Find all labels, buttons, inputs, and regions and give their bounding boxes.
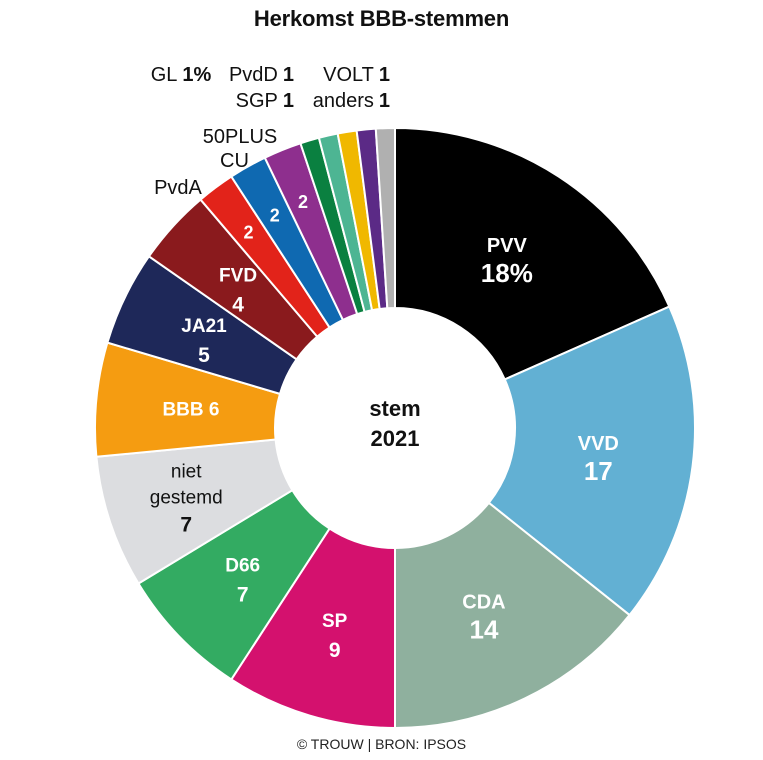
slice-pvv bbox=[394, 126, 671, 381]
slice-cda bbox=[394, 501, 631, 730]
inside-label-sp: SP bbox=[322, 611, 348, 632]
inside-value-ja21: 5 bbox=[198, 344, 210, 367]
outside-label-gl: GL 1% bbox=[151, 64, 212, 86]
slices-group bbox=[94, 126, 696, 730]
inside-value-pvv: 18% bbox=[481, 258, 533, 288]
inside-label-fvd: FVD bbox=[219, 265, 257, 286]
inside-value-cda: 14 bbox=[469, 615, 498, 645]
inside-label-pvv: PVV bbox=[487, 235, 528, 257]
center-label-line1: stem bbox=[369, 396, 420, 421]
inside-value-vvd: 17 bbox=[584, 456, 613, 486]
inside-value-fvd: 4 bbox=[232, 293, 244, 316]
inside-value-niet-gestemd: 7 bbox=[180, 513, 192, 536]
outside-label-50plus: 50PLUS bbox=[203, 126, 278, 148]
slice-anders bbox=[374, 126, 396, 310]
outside-label-anders: anders 1 bbox=[313, 90, 390, 112]
inside-label-ja21: JA21 bbox=[181, 316, 227, 337]
slice-vvd bbox=[487, 305, 696, 617]
inside-label-cda: CDA bbox=[462, 592, 505, 614]
inside-value-pvda: 2 bbox=[243, 223, 253, 243]
outside-label-pvdd: PvdD 1 bbox=[229, 64, 294, 86]
inside-value-cu: 2 bbox=[270, 206, 280, 226]
inside-label-niet-gestemd-line2: gestemd bbox=[150, 487, 223, 508]
inside-label-vvd: VVD bbox=[578, 433, 619, 455]
inside-value-sp: 9 bbox=[329, 639, 341, 662]
outside-label-cu: CU bbox=[220, 150, 249, 172]
inside-label-bbb: BBB 6 bbox=[162, 399, 219, 420]
source-credit: © TROUW | BRON: IPSOS bbox=[296, 736, 467, 752]
inside-label-d66: D66 bbox=[225, 555, 260, 576]
inside-label-niet-gestemd-line1: niet bbox=[171, 461, 202, 482]
inside-value-d66: 7 bbox=[237, 583, 249, 606]
inside-value-50plus: 2 bbox=[298, 192, 308, 212]
outside-label-sgp: SGP 1 bbox=[236, 90, 294, 112]
outside-label-volt: VOLT 1 bbox=[323, 64, 390, 86]
center-label: stem 2021 bbox=[369, 396, 420, 451]
chart-title: Herkomst BBB-stemmen bbox=[253, 6, 510, 31]
center-label-line2: 2021 bbox=[371, 426, 420, 451]
outside-label-pvda: PvdA bbox=[154, 177, 202, 199]
